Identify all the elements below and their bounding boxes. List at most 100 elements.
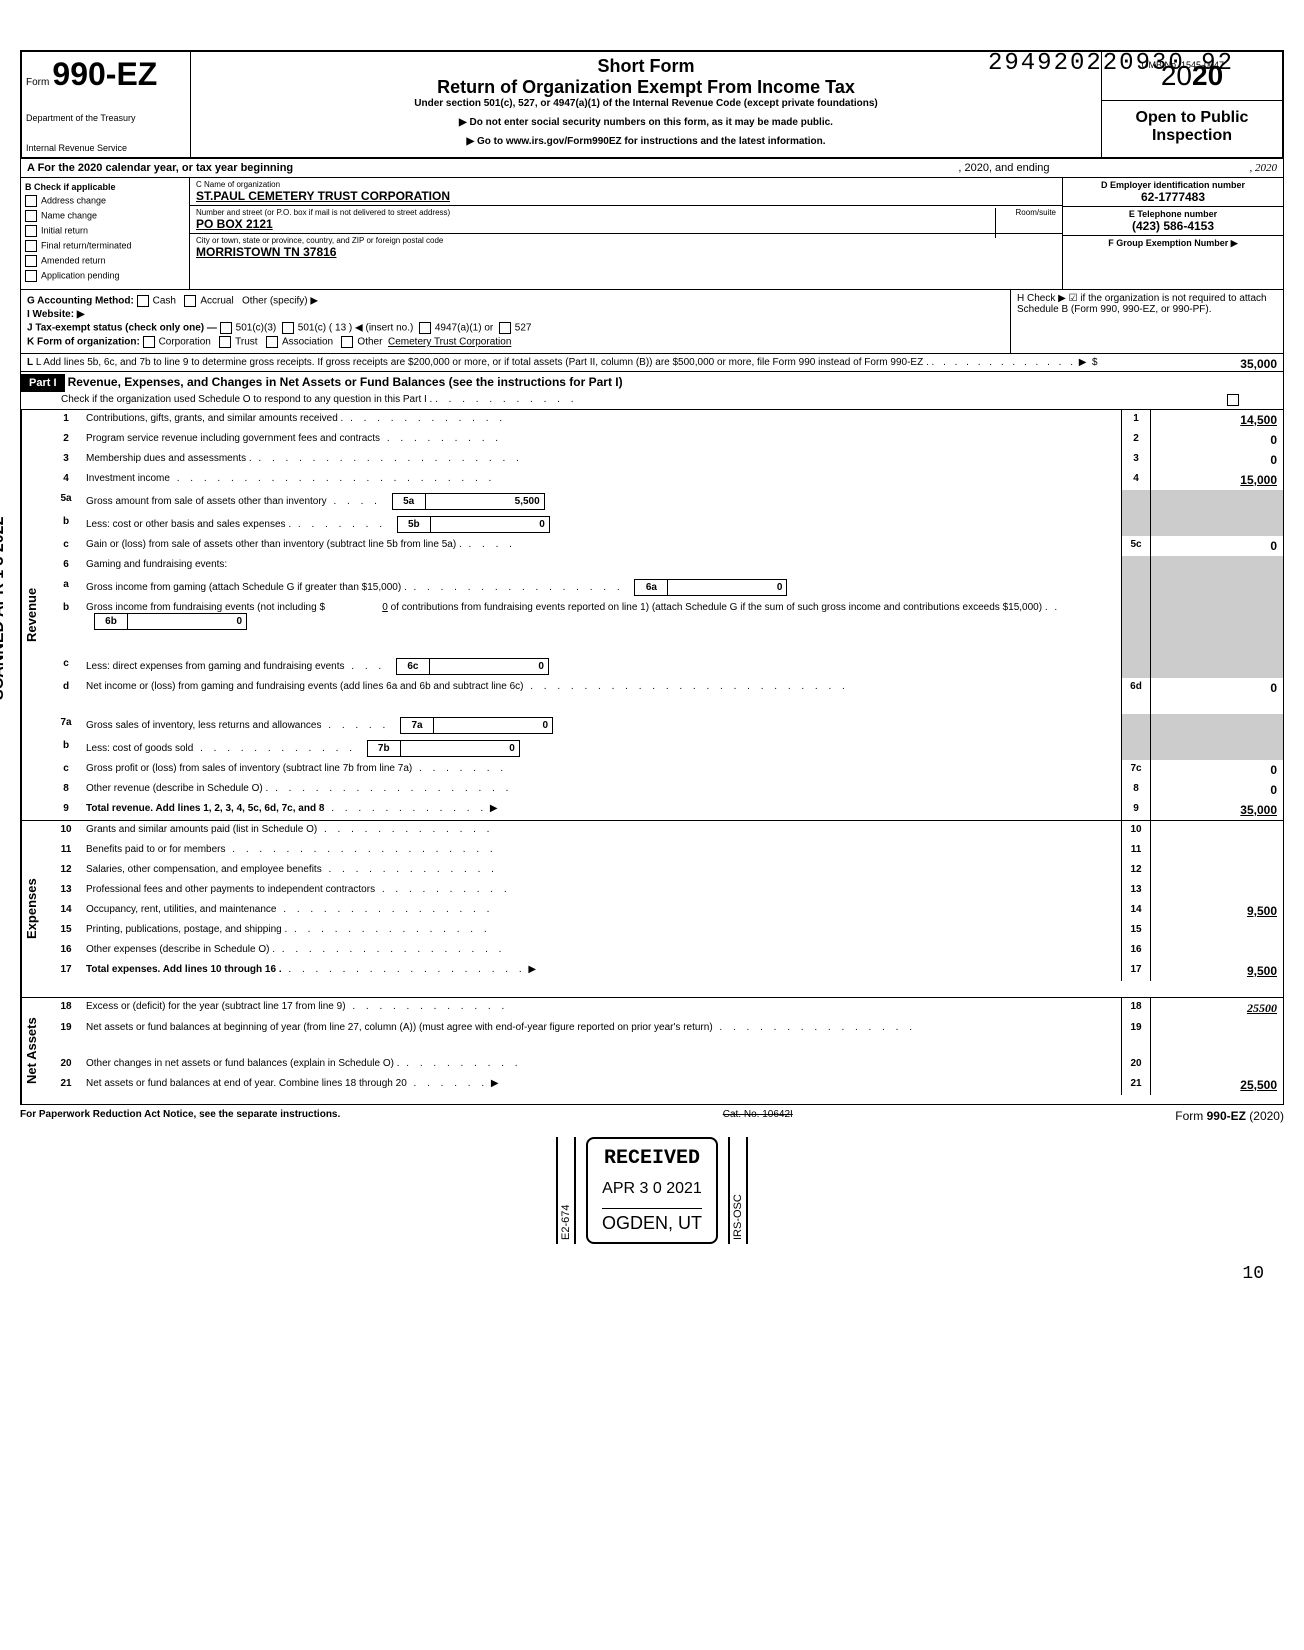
line-6d: d Net income or (loss) from gaming and f… bbox=[50, 678, 1283, 714]
revenue-section: Revenue 1 Contributions, gifts, grants, … bbox=[20, 410, 1284, 821]
chk-501c[interactable] bbox=[282, 322, 294, 334]
line-4: 4 Investment income . . . . . . . . . . … bbox=[50, 470, 1283, 490]
line-15-value bbox=[1151, 921, 1283, 941]
col-h: H Check ▶ ☑ if the organization is not r… bbox=[1010, 290, 1283, 353]
chk-cash[interactable] bbox=[137, 295, 149, 307]
g-accounting: G Accounting Method: Cash Accrual Other … bbox=[27, 295, 1004, 307]
line-19-value bbox=[1151, 1019, 1283, 1055]
e-phone-row: E Telephone number (423) 586-4153 bbox=[1063, 207, 1283, 236]
expenses-label: Expenses bbox=[21, 821, 50, 997]
h-text: H Check ▶ ☑ if the organization is not r… bbox=[1017, 293, 1267, 315]
k-form-org: K Form of organization: Corporation Trus… bbox=[27, 336, 1004, 348]
line-15: 15 Printing, publications, postage, and … bbox=[50, 921, 1283, 941]
line-6b-contrib: 0 bbox=[328, 602, 388, 613]
part1-header-row: Part I Revenue, Expenses, and Changes in… bbox=[20, 372, 1284, 410]
dept-treasury: Department of the Treasury bbox=[26, 113, 186, 123]
line-14-value: 9,500 bbox=[1151, 901, 1283, 921]
chk-schedule-o[interactable] bbox=[1227, 394, 1239, 406]
chk-amended-return[interactable]: Amended return bbox=[25, 255, 185, 267]
line-19: 19 Net assets or fund balances at beginn… bbox=[50, 1019, 1283, 1055]
return-title: Return of Organization Exempt From Incom… bbox=[195, 77, 1097, 98]
scanned-stamp: SCANNED APR 1 3 2022 bbox=[0, 517, 8, 700]
ein-value: 62-1777483 bbox=[1069, 190, 1277, 204]
title-box: Short Form Return of Organization Exempt… bbox=[191, 52, 1102, 157]
chk-trust[interactable] bbox=[219, 336, 231, 348]
footer: For Paperwork Reduction Act Notice, see … bbox=[20, 1105, 1284, 1127]
net-assets-section: Net Assets 18 Excess or (deficit) for th… bbox=[20, 998, 1284, 1105]
e-label: E Telephone number bbox=[1069, 209, 1277, 219]
c-name-label: C Name of organization bbox=[196, 180, 1056, 189]
c-street-label: Number and street (or P.O. box if mail i… bbox=[196, 208, 1056, 217]
line-21-value: 25,500 bbox=[1151, 1075, 1283, 1095]
d-label: D Employer identification number bbox=[1069, 180, 1277, 190]
chk-assoc[interactable] bbox=[266, 336, 278, 348]
line-11: 11 Benefits paid to or for members . . .… bbox=[50, 841, 1283, 861]
section-bcdef: B Check if applicable Address change Nam… bbox=[20, 178, 1284, 290]
line-13: 13 Professional fees and other payments … bbox=[50, 881, 1283, 901]
line-14: 14 Occupancy, rent, utilities, and maint… bbox=[50, 901, 1283, 921]
l-text: L Add lines 5b, 6c, and 7b to line 9 to … bbox=[36, 357, 929, 368]
row-ghijk: G Accounting Method: Cash Accrual Other … bbox=[20, 290, 1284, 354]
form-number-box: Form 990-EZ Department of the Treasury I… bbox=[22, 52, 191, 157]
chk-name-change[interactable]: Name change bbox=[25, 210, 185, 222]
line-7a: 7a Gross sales of inventory, less return… bbox=[50, 714, 1283, 737]
footer-form-num: Form 990-EZ (2020) bbox=[1175, 1109, 1284, 1123]
line-2-value: 0 bbox=[1151, 430, 1283, 450]
line-13-value bbox=[1151, 881, 1283, 901]
part1-title: Revenue, Expenses, and Changes in Net As… bbox=[68, 375, 623, 389]
chk-527[interactable] bbox=[499, 322, 511, 334]
received-date: APR 3 0 2021 bbox=[602, 1180, 702, 1198]
short-form-label: Short Form bbox=[195, 56, 1097, 77]
form-page: SCANNED APR 1 3 2022 294920220930 92 OMB… bbox=[20, 50, 1284, 1244]
net-assets-lines: 18 Excess or (deficit) for the year (sub… bbox=[50, 998, 1283, 1104]
chk-accrual[interactable] bbox=[184, 295, 196, 307]
line-3: 3 Membership dues and assessments . . . … bbox=[50, 450, 1283, 470]
received-stamp: RECEIVED APR 3 0 2021 OGDEN, UT bbox=[586, 1137, 718, 1244]
chk-final-return[interactable]: Final return/terminated bbox=[25, 240, 185, 252]
line-5a-value: 5,500 bbox=[426, 494, 544, 509]
chk-address-change[interactable]: Address change bbox=[25, 195, 185, 207]
line-18: 18 Excess or (deficit) for the year (sub… bbox=[50, 998, 1283, 1019]
col-gijk: G Accounting Method: Cash Accrual Other … bbox=[21, 290, 1010, 353]
chk-other[interactable] bbox=[341, 336, 353, 348]
line-6c: c Less: direct expenses from gaming and … bbox=[50, 655, 1283, 678]
line-1: 1 Contributions, gifts, grants, and simi… bbox=[50, 410, 1283, 430]
revenue-label: Revenue bbox=[21, 410, 50, 820]
line-8-value: 0 bbox=[1151, 780, 1283, 800]
line-21: 21 Net assets or fund balances at end of… bbox=[50, 1075, 1283, 1095]
revenue-lines: 1 Contributions, gifts, grants, and simi… bbox=[50, 410, 1283, 820]
chk-corp[interactable] bbox=[143, 336, 155, 348]
stamp-e2: E2-674 bbox=[556, 1137, 576, 1244]
expenses-section: Expenses 10 Grants and similar amounts p… bbox=[20, 821, 1284, 998]
chk-initial-return[interactable]: Initial return bbox=[25, 225, 185, 237]
received-text: RECEIVED bbox=[602, 1147, 702, 1170]
footer-paperwork: For Paperwork Reduction Act Notice, see … bbox=[20, 1109, 340, 1123]
line-5b-value: 0 bbox=[431, 517, 549, 532]
omb-number: OMB No. 1545-0047 bbox=[1141, 60, 1224, 70]
form-number: 990-EZ bbox=[52, 56, 157, 92]
line-18-value: 25500 bbox=[1151, 998, 1283, 1019]
stamps-area: E2-674 RECEIVED APR 3 0 2021 OGDEN, UT I… bbox=[20, 1137, 1284, 1244]
line-5c: c Gain or (loss) from sale of assets oth… bbox=[50, 536, 1283, 556]
line-12-value bbox=[1151, 861, 1283, 881]
line-4-value: 15,000 bbox=[1151, 470, 1283, 490]
line-16-value bbox=[1151, 941, 1283, 961]
dept-irs: Internal Revenue Service bbox=[26, 143, 186, 153]
chk-4947[interactable] bbox=[419, 322, 431, 334]
net-assets-label: Net Assets bbox=[21, 998, 50, 1104]
line-3-value: 0 bbox=[1151, 450, 1283, 470]
line-6c-value: 0 bbox=[430, 659, 548, 674]
line-9: 9 Total revenue. Add lines 1, 2, 3, 4, 5… bbox=[50, 800, 1283, 820]
line-5a: 5a Gross amount from sale of assets othe… bbox=[50, 490, 1283, 513]
chk-application-pending[interactable]: Application pending bbox=[25, 270, 185, 282]
line-6b: b Gross income from fundraising events (… bbox=[50, 599, 1283, 655]
line-11-value bbox=[1151, 841, 1283, 861]
line-10: 10 Grants and similar amounts paid (list… bbox=[50, 821, 1283, 841]
chk-501c3[interactable] bbox=[220, 322, 232, 334]
stamp-irs-osc: IRS-OSC bbox=[728, 1137, 748, 1244]
line-6d-value: 0 bbox=[1151, 678, 1283, 714]
phone-value: (423) 586-4153 bbox=[1069, 219, 1277, 233]
c-city-row: City or town, state or province, country… bbox=[190, 234, 1062, 261]
instruct-url: ▶ Go to www.irs.gov/Form990EZ for instru… bbox=[195, 136, 1097, 147]
c-name-row: C Name of organization ST.PAUL CEMETERY … bbox=[190, 178, 1062, 206]
